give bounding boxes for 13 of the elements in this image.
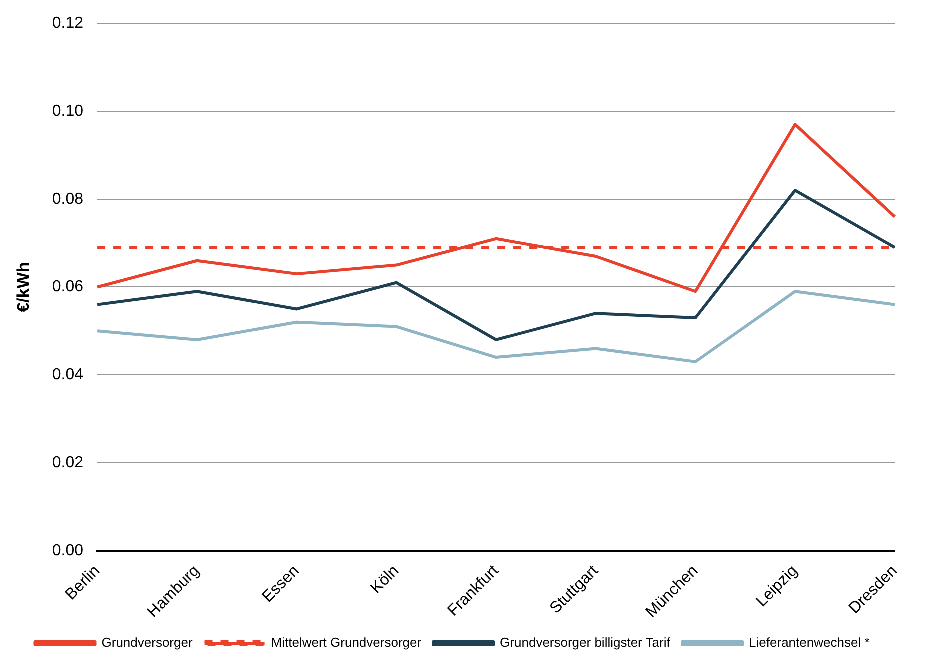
legend-label: Grundversorger billigster Tarif — [500, 635, 671, 650]
y-tick-label: 0.10 — [52, 102, 84, 120]
y-tick-label: 0.08 — [52, 190, 84, 208]
y-tick-label: 0.06 — [52, 278, 84, 296]
legend-label: Mittelwert Grundversorger — [271, 635, 422, 650]
y-tick-label: 0.12 — [52, 15, 84, 32]
y-tick-label: 0.02 — [52, 454, 84, 472]
legend-label: Grundversorger — [102, 635, 194, 650]
y-tick-label: 0.04 — [52, 366, 84, 384]
y-axis-title: €/kWh — [14, 262, 33, 312]
x-tick-label: Köln — [368, 562, 403, 598]
y-tick-label: 0.00 — [52, 542, 84, 560]
legend-label: Lieferantenwechsel * — [749, 635, 870, 650]
